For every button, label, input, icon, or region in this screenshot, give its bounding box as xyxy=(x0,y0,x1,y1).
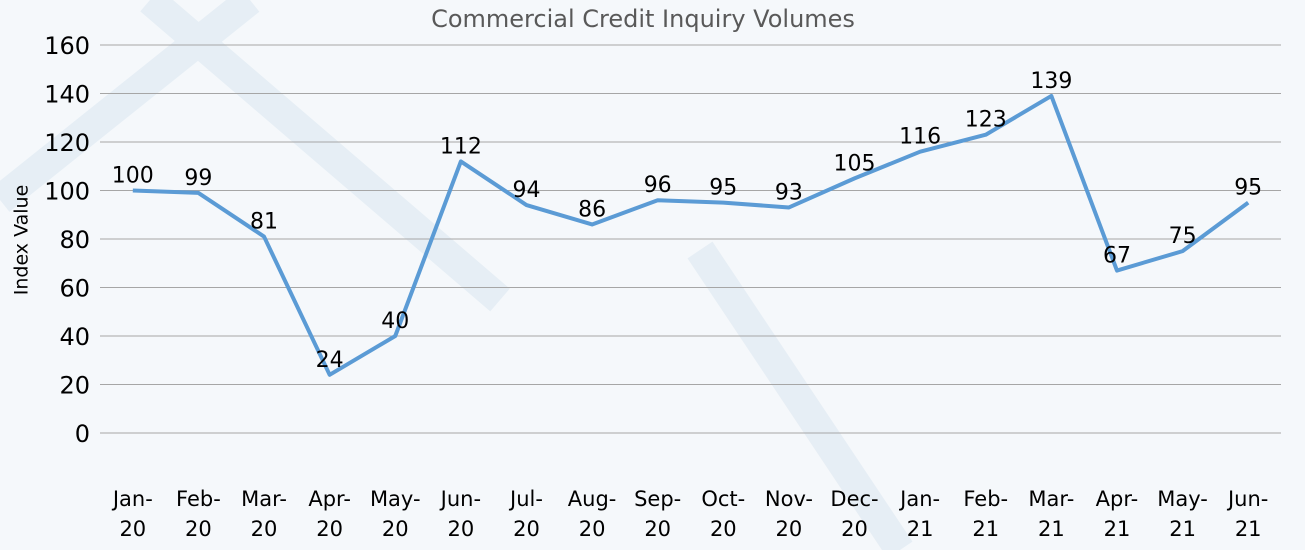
data-label: 116 xyxy=(899,125,941,150)
x-tick-label: Jan-20 xyxy=(111,487,153,541)
x-tick-label: Oct-20 xyxy=(701,487,745,541)
x-tick-label: May-21 xyxy=(1157,487,1208,541)
data-label: 75 xyxy=(1169,224,1197,249)
data-label: 139 xyxy=(1030,69,1072,94)
x-tick-label: Mar-20 xyxy=(241,487,287,541)
x-tick-label: Jun-21 xyxy=(1226,487,1268,541)
data-label: 105 xyxy=(834,151,876,176)
x-tick-label: Jan-21 xyxy=(898,487,940,541)
x-tick-label: Apr-21 xyxy=(1096,487,1139,541)
data-label: 93 xyxy=(775,180,803,205)
y-tick-label: 80 xyxy=(59,226,90,254)
data-label: 94 xyxy=(512,178,540,203)
background-decoration xyxy=(0,0,913,550)
data-label: 24 xyxy=(316,348,344,373)
data-label: 123 xyxy=(965,108,1007,133)
y-tick-label: 20 xyxy=(59,372,90,400)
x-tick-label: Jun-20 xyxy=(439,487,481,541)
data-label: 95 xyxy=(709,176,737,201)
data-label: 81 xyxy=(250,210,278,235)
x-tick-label: Apr-20 xyxy=(308,487,351,541)
y-tick-label: 120 xyxy=(44,129,90,157)
x-tick-label: Nov-20 xyxy=(765,487,813,541)
y-tick-label: 40 xyxy=(59,323,90,351)
y-tick-label: 0 xyxy=(75,420,90,448)
data-label: 67 xyxy=(1103,244,1131,269)
x-tick-label: May-20 xyxy=(370,487,421,541)
y-tick-label: 140 xyxy=(44,81,90,109)
x-tick-label: Feb-20 xyxy=(176,487,221,541)
data-label: 40 xyxy=(381,309,409,334)
x-tick-label: Jul-20 xyxy=(508,487,543,541)
x-tick-label: Aug-20 xyxy=(568,487,617,541)
data-label: 96 xyxy=(644,173,672,198)
y-tick-label: 60 xyxy=(59,275,90,303)
data-label: 112 xyxy=(440,134,482,159)
x-tick-label: Dec-20 xyxy=(830,487,878,541)
data-label: 86 xyxy=(578,197,606,222)
y-tick-label: 160 xyxy=(44,32,90,60)
data-label: 100 xyxy=(112,164,154,189)
data-label: 99 xyxy=(184,166,212,191)
x-tick-label: Feb-21 xyxy=(963,487,1008,541)
x-tick-label: Mar-21 xyxy=(1028,487,1074,541)
x-tick-label: Sep-20 xyxy=(634,487,681,541)
chart-title: Commercial Credit Inquiry Volumes xyxy=(431,5,855,33)
data-line xyxy=(132,93,1250,377)
y-tick-label: 100 xyxy=(44,178,90,206)
y-axis-label: Index Value xyxy=(11,185,33,296)
data-label: 95 xyxy=(1234,176,1262,201)
